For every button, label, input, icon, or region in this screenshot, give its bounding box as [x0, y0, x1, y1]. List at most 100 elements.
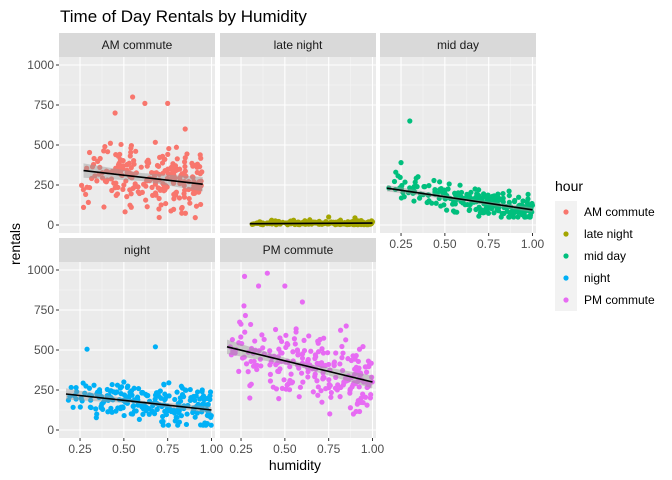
data-point	[153, 397, 158, 402]
data-point	[308, 349, 313, 354]
y-tick-label: 750	[34, 303, 54, 317]
data-point	[340, 350, 345, 355]
data-point	[87, 150, 92, 155]
data-point	[200, 387, 205, 392]
data-point	[248, 322, 253, 327]
y-tick-label: 750	[34, 98, 54, 112]
x-tick-label: 0.50	[433, 237, 457, 251]
data-point	[437, 179, 442, 184]
data-point	[323, 386, 328, 391]
data-point	[105, 409, 110, 414]
data-point	[256, 283, 261, 288]
data-point	[314, 378, 319, 383]
x-tick-label: 1.00	[361, 442, 385, 456]
data-point	[124, 194, 129, 199]
data-point	[247, 395, 252, 400]
data-point	[318, 388, 323, 393]
data-point	[116, 162, 121, 167]
facet-panel: PM commute0.25 0.50 0.75 1.00	[220, 238, 384, 456]
data-point	[118, 142, 123, 147]
data-point	[121, 182, 126, 187]
data-point	[145, 204, 150, 209]
data-point	[153, 344, 158, 349]
data-point	[127, 203, 132, 208]
y-tick-label: 500	[34, 343, 54, 357]
data-point	[268, 378, 273, 383]
data-point	[279, 350, 284, 355]
data-point	[244, 361, 249, 366]
data-point	[368, 392, 373, 397]
data-point	[434, 201, 439, 206]
data-point	[293, 341, 298, 346]
data-point	[154, 390, 159, 395]
data-point	[93, 406, 98, 411]
data-point	[87, 185, 92, 190]
data-point	[506, 189, 511, 194]
data-point	[122, 209, 127, 214]
data-point	[259, 332, 264, 337]
data-point	[127, 161, 132, 166]
data-point	[194, 204, 199, 209]
data-point	[91, 383, 96, 388]
data-point	[153, 193, 158, 198]
data-point	[392, 179, 397, 184]
data-point	[282, 283, 287, 288]
data-point	[206, 413, 211, 418]
data-point	[142, 101, 147, 106]
data-point	[299, 371, 304, 376]
data-point	[305, 374, 310, 379]
data-point	[115, 191, 120, 196]
data-point	[402, 180, 407, 185]
data-point	[339, 355, 344, 360]
data-point	[118, 406, 123, 411]
data-point	[117, 152, 122, 157]
data-point	[160, 154, 165, 159]
data-point	[315, 393, 320, 398]
data-point	[79, 183, 84, 188]
x-tick-label: 0.75	[477, 237, 501, 251]
y-tick-label: 250	[34, 178, 54, 192]
data-point	[338, 328, 343, 333]
legend-label: late night	[584, 227, 633, 241]
data-point	[183, 211, 188, 216]
data-point	[184, 422, 189, 427]
legend-key	[563, 209, 568, 214]
data-point	[515, 214, 520, 219]
facet-panel: night025050075010000.25 0.50 0.75 1.00	[27, 238, 223, 456]
data-point	[328, 395, 333, 400]
data-point	[525, 199, 530, 204]
data-point	[415, 174, 420, 179]
data-point	[398, 160, 403, 165]
facet-strip-label: PM commute	[263, 243, 334, 257]
data-point	[111, 389, 116, 394]
data-point	[507, 193, 512, 198]
trend-line	[250, 223, 373, 224]
data-point	[243, 313, 248, 318]
x-tick-label: 0.25	[68, 442, 92, 456]
data-point	[281, 377, 286, 382]
data-point	[316, 349, 321, 354]
data-point	[352, 215, 357, 220]
data-point	[129, 388, 134, 393]
data-point	[81, 205, 86, 210]
data-point	[86, 200, 91, 205]
data-point	[344, 323, 349, 328]
data-point	[393, 170, 398, 175]
data-point	[157, 186, 162, 191]
data-point	[501, 211, 506, 216]
data-point	[317, 361, 322, 366]
data-point	[300, 299, 305, 304]
data-point	[166, 380, 171, 385]
data-point	[137, 417, 142, 422]
data-point	[183, 387, 188, 392]
data-point	[171, 207, 176, 212]
data-point	[348, 220, 353, 225]
data-point	[337, 394, 342, 399]
data-point	[476, 187, 481, 192]
data-point	[87, 386, 92, 391]
y-tick-label: 1000	[27, 263, 54, 277]
data-point	[113, 180, 118, 185]
legend-key	[563, 231, 568, 236]
data-point	[500, 191, 505, 196]
data-point	[198, 152, 203, 157]
